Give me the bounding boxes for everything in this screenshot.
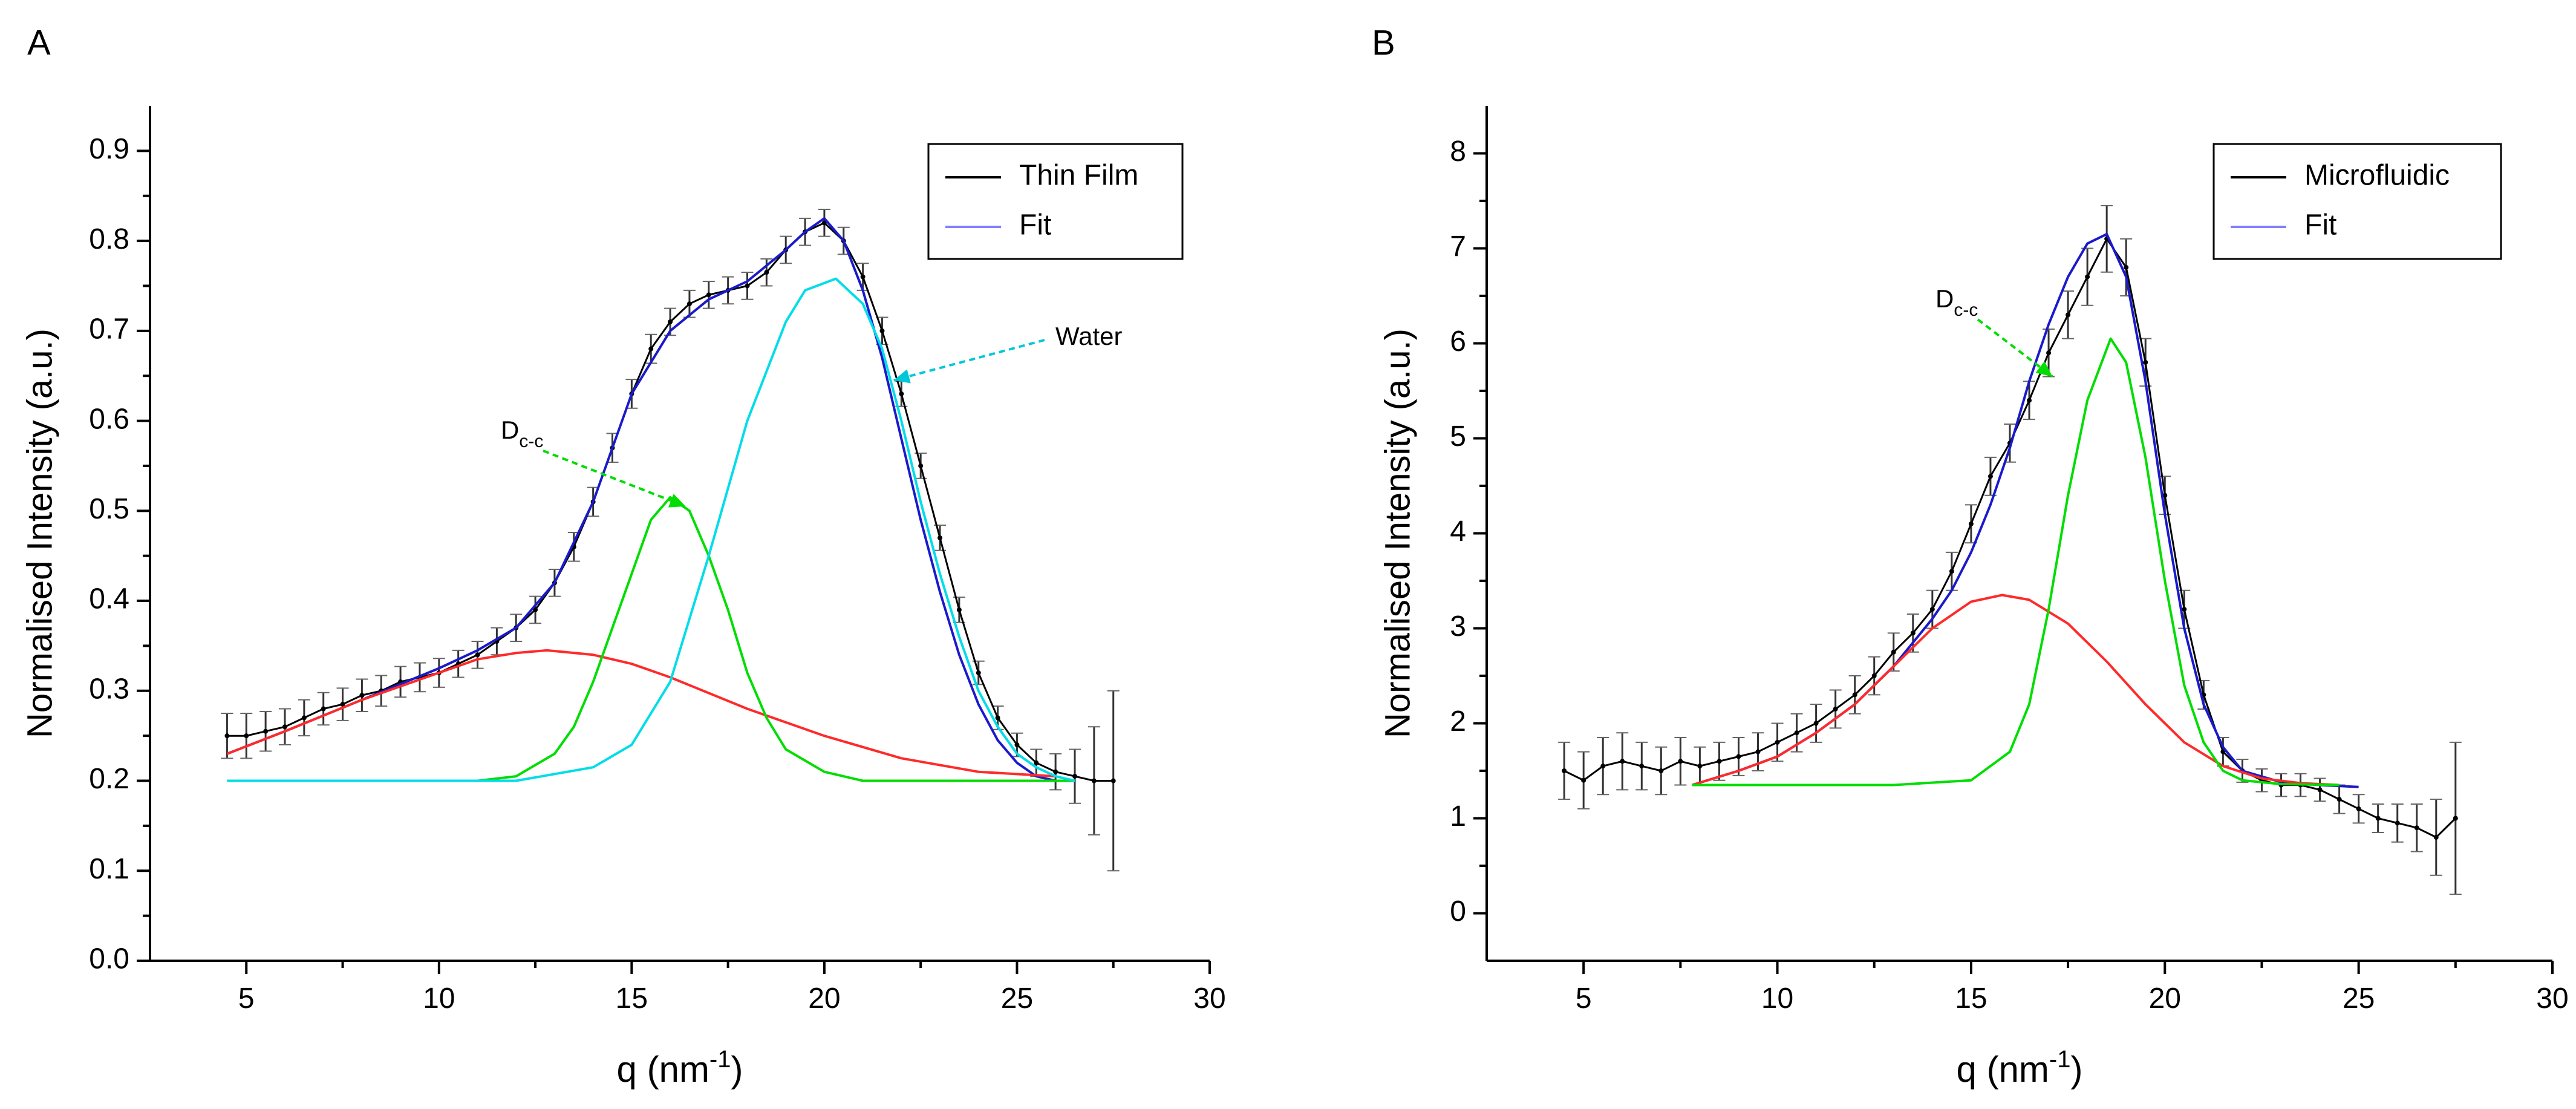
y-tick-label: 0 [1450, 895, 1466, 927]
x-tick-label: 15 [616, 983, 648, 1015]
annotation: Water [893, 322, 1122, 384]
legend-box [927, 143, 1184, 260]
series-line [226, 217, 1056, 782]
y-tick-label: 2 [1450, 705, 1466, 738]
x-axis-title: q (nm-1) [1957, 1046, 2083, 1090]
annotation-label: Dc-c [501, 416, 543, 451]
legend-box [2212, 143, 2502, 260]
y-tick-label: 8 [1450, 136, 1466, 168]
annotation-arrow [893, 339, 1045, 382]
x-tick-label: 5 [1576, 983, 1592, 1015]
plot-area [221, 209, 1120, 872]
series-line-data [227, 221, 1114, 782]
y-tick-label: 0.0 [89, 943, 129, 975]
y-axis-title: Normalised Intensity (a.u.) [1378, 329, 1417, 738]
series-line [227, 496, 1075, 782]
legend-label: Microfluidic [2304, 160, 2450, 192]
y-tick-label: 4 [1450, 515, 1466, 548]
series-line [227, 277, 1075, 782]
arrow-head [668, 494, 686, 508]
legend-label: Fit [2304, 209, 2336, 241]
annotation-arrow [1977, 318, 2053, 378]
y-tick-label: 6 [1450, 326, 1466, 358]
y-tick-label: 7 [1450, 231, 1466, 263]
plot-area [1558, 204, 2462, 895]
legend-label: Thin Film [1019, 160, 1138, 192]
annotation: Dc-c [1935, 284, 2053, 378]
y-axis-title: Normalised Intensity (a.u.) [20, 329, 59, 738]
chart-panel-b: B 5 10 15 20 25 30 0 1 2 3 4 5 6 7 8 q (nm-1) Normalised … [1372, 23, 2569, 1090]
y-tick-label: 3 [1450, 610, 1466, 643]
x-tick-label: 20 [2149, 983, 2181, 1015]
y-tick-label: 0.4 [89, 583, 129, 615]
y-tick-label: 0.1 [89, 853, 129, 885]
y-tick-label: 5 [1450, 420, 1466, 453]
x-tick-label: 10 [1761, 983, 1793, 1015]
y-tick-label: 0.7 [89, 313, 129, 345]
series-data-points [1558, 204, 2462, 895]
panel-label: A [27, 23, 51, 62]
x-tick-label: 15 [1955, 983, 1987, 1015]
x-tick-label: 30 [1193, 983, 1225, 1015]
series-line [1692, 594, 2340, 787]
y-tick-label: 0.8 [89, 223, 129, 255]
series-line [1692, 232, 2359, 788]
chart-panel-a: A 5 10 15 20 25 30 0.0 0.1 0.2 0.3 0.4 0.5 0.6 0.7 0.8 0… [20, 23, 1225, 1090]
annotation-label: Water [1055, 322, 1122, 350]
y-tick-label: 0.2 [89, 763, 129, 795]
x-tick-label: 25 [2343, 983, 2375, 1015]
series-line [1692, 337, 2340, 787]
y-tick-label: 0.3 [89, 673, 129, 705]
x-tick-label: 25 [1001, 983, 1033, 1015]
legend: Microfluidic Fit [2212, 143, 2502, 260]
x-tick-label: 5 [238, 983, 255, 1015]
series-line-data [1564, 237, 2456, 839]
legend: Thin Film Fit [927, 143, 1184, 260]
annotation: Dc-c [501, 416, 686, 508]
y-tick-label: 0.5 [89, 493, 129, 525]
x-tick-label: 20 [808, 983, 840, 1015]
arrow-head [2035, 361, 2053, 377]
data-point [1110, 778, 1116, 783]
legend-label: Fit [1019, 209, 1051, 241]
y-tick-label: 1 [1450, 800, 1466, 833]
annotation-label: Dc-c [1935, 284, 1978, 320]
x-tick-label: 30 [2536, 983, 2568, 1015]
annotation-arrow [543, 450, 686, 508]
panel-label: B [1372, 23, 1395, 62]
y-tick-label: 0.9 [89, 133, 129, 165]
arrow-head [893, 369, 911, 384]
x-axis-title: q (nm-1) [617, 1046, 743, 1090]
series-data-points [221, 209, 1120, 872]
x-tick-label: 10 [423, 983, 455, 1015]
y-tick-label: 0.6 [89, 403, 129, 435]
series-line [226, 649, 1056, 778]
